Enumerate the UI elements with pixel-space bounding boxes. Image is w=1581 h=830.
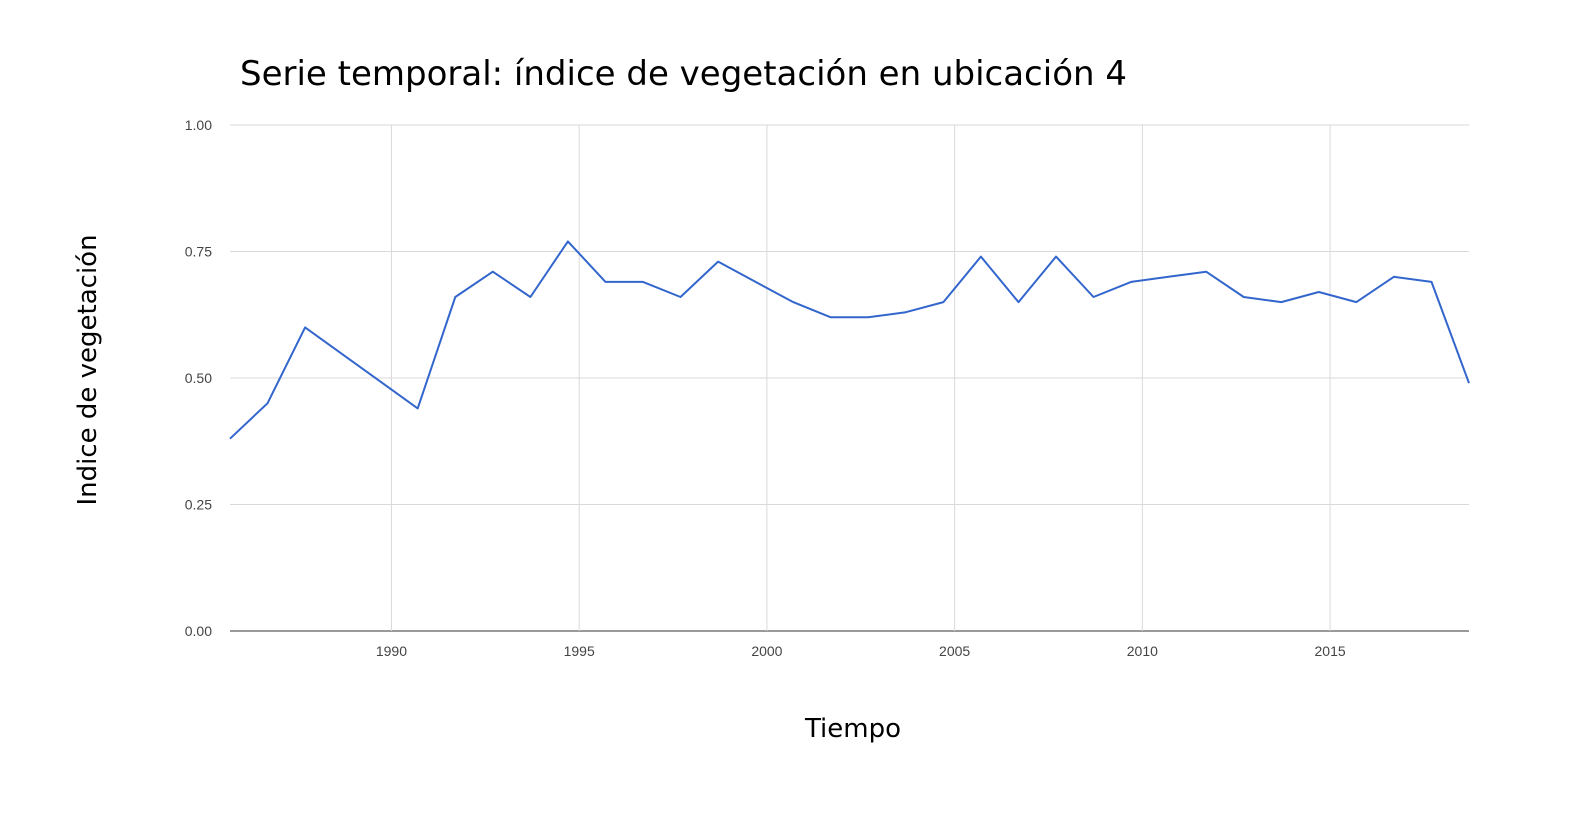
chart-title: Serie temporal: índice de vegetación en … (240, 54, 1127, 94)
x-tick-label: 2010 (1127, 643, 1158, 659)
y-tick-label: 0.25 (185, 497, 212, 513)
x-tick-label: 1990 (376, 643, 407, 659)
series-line (229, 240, 1470, 440)
y-tick-label: 1.00 (185, 117, 212, 133)
x-tick-label: 2000 (751, 643, 782, 659)
y-tick-label: 0.50 (185, 370, 212, 386)
tick-labels: 0.00 0.25 0.50 0.75 1.00 1990 1995 2000 2005 2010… (185, 117, 1346, 659)
series-group (229, 240, 1470, 440)
x-tick-label: 2015 (1315, 643, 1346, 659)
x-tick-label: 1995 (564, 643, 595, 659)
x-axis-label: Tiempo (804, 714, 902, 744)
gridlines (230, 124, 1469, 632)
x-tick-label: 2005 (939, 643, 970, 659)
y-tick-label: 0.75 (185, 244, 212, 260)
y-tick-label: 0.00 (185, 623, 212, 639)
